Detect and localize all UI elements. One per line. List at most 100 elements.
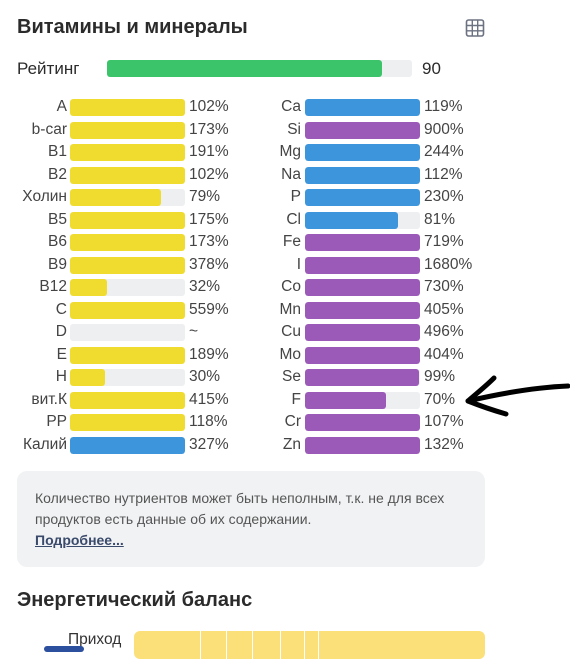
- nutrient-name: Mg: [279, 143, 301, 160]
- nutrient-bar: [70, 436, 185, 454]
- nutrient-percent: 189%: [189, 345, 229, 363]
- nutrient-bar-fill: [305, 144, 420, 161]
- nutrient-bar: [70, 414, 185, 431]
- nutrient-bar-fill: [305, 166, 420, 184]
- cut-off-label: [44, 646, 84, 652]
- income-bar-divider: [304, 631, 305, 659]
- nutrient-name: Co: [281, 278, 301, 295]
- nutrient-name: Cl: [286, 210, 301, 228]
- nutrient-bar-fill: [305, 369, 419, 386]
- nutrient-name: Ca: [281, 98, 301, 115]
- nutrient-bar: [305, 414, 420, 431]
- nutrient-bar: [70, 144, 185, 161]
- nutrient-bar-fill: [305, 391, 386, 409]
- nutrient-bar-fill: [305, 301, 420, 319]
- nutrient-percent: 415%: [189, 390, 229, 408]
- nutrient-bar: [305, 301, 420, 319]
- nutrient-bar-fill: [70, 414, 185, 431]
- nutrient-bar-fill: [70, 99, 185, 116]
- nutrient-percent: 719%: [424, 233, 464, 250]
- nutrient-percent: 1680%: [424, 255, 473, 273]
- income-bar-divider: [280, 631, 281, 659]
- nutrient-percent: 378%: [189, 255, 229, 273]
- nutrient-bar: [305, 324, 420, 341]
- nutrient-name: Cr: [284, 413, 301, 430]
- nutrient-name: D: [55, 323, 67, 340]
- nutrient-bar-fill: [305, 99, 420, 116]
- nutrient-percent: 559%: [189, 300, 229, 318]
- nutrient-percent: 496%: [424, 323, 464, 340]
- nutrient-bar: [70, 279, 185, 296]
- nutrient-percent: 99%: [424, 368, 456, 385]
- nutrient-bar: [70, 346, 185, 364]
- nutrient-bar-fill: [70, 279, 107, 296]
- incomplete-data-note: Количество нутриентов может быть неполны…: [17, 471, 485, 567]
- nutrient-name: P: [290, 188, 301, 205]
- nutrient-bar-fill: [305, 211, 399, 229]
- income-bar-divider: [318, 631, 319, 659]
- nutrient-bar: [305, 256, 420, 274]
- nutrient-percent: 175%: [189, 210, 229, 228]
- more-info-link[interactable]: Подробнее...: [35, 532, 124, 548]
- nutrient-bar-fill: [70, 391, 185, 409]
- nutrient-percent: 230%: [424, 188, 464, 205]
- nutrient-percent: 79%: [189, 188, 221, 205]
- nutrient-bar: [70, 256, 185, 274]
- nutrient-name: B9: [48, 255, 67, 273]
- nutrient-percent: 107%: [424, 413, 464, 430]
- nutrient-bar-fill: [70, 121, 185, 139]
- nutrient-percent: 70%: [424, 390, 456, 408]
- nutrient-bar: [70, 189, 185, 206]
- nutrient-name: Fe: [282, 233, 301, 250]
- nutrient-bar-fill: [305, 256, 420, 274]
- nutrient-bar-fill: [70, 436, 185, 454]
- nutrient-name: C: [55, 300, 67, 318]
- nutrient-bar: [70, 99, 185, 116]
- nutrient-bar: [70, 301, 185, 319]
- nutrient-bar-fill: [70, 189, 161, 206]
- nutrient-percent: 244%: [424, 143, 464, 160]
- nutrient-percent: 102%: [189, 98, 229, 115]
- nutrient-name: Si: [287, 120, 301, 138]
- rating-value: 90: [422, 59, 441, 78]
- income-bar-divider: [200, 631, 201, 659]
- nutrient-bar: [305, 99, 420, 116]
- nutrient-name: PP: [46, 413, 67, 430]
- nutrient-percent: 173%: [189, 120, 229, 138]
- nutrient-name: Cu: [281, 323, 301, 340]
- nutrient-percent: 118%: [189, 413, 228, 430]
- nutrient-bar-fill: [305, 121, 420, 139]
- nutrient-name: B2: [48, 165, 67, 183]
- nutrient-bar: [305, 346, 420, 364]
- nutrient-bar-fill: [70, 234, 185, 251]
- hand-drawn-arrow-icon: [465, 375, 570, 417]
- income-label: Приход: [68, 631, 122, 648]
- table-grid-icon[interactable]: [465, 18, 485, 38]
- nutrient-bar: [70, 234, 185, 251]
- nutrient-name: Калий: [22, 435, 67, 453]
- nutrient-percent: 900%: [424, 120, 464, 138]
- nutrient-percent: 132%: [424, 435, 464, 453]
- nutrient-percent: 102%: [189, 165, 229, 183]
- nutrient-bar-fill: [305, 279, 420, 296]
- nutrient-name: B6: [48, 233, 67, 250]
- nutrient-bar: [70, 369, 185, 386]
- nutrient-name: Холин: [22, 188, 67, 205]
- nutrient-name: B1: [48, 143, 67, 160]
- nutrient-name: вит.К: [31, 390, 67, 408]
- nutrient-bar-fill: [305, 414, 420, 431]
- nutrient-bar-fill: [305, 189, 420, 206]
- nutrient-name: F: [291, 390, 301, 408]
- nutrient-bar: [305, 121, 420, 139]
- nutrient-bar: [305, 166, 420, 184]
- income-bar-divider: [226, 631, 227, 659]
- nutrient-name: H: [55, 368, 67, 385]
- nutrient-bar-fill: [70, 166, 185, 184]
- nutrient-name: Mn: [279, 300, 301, 318]
- nutrient-name: A: [56, 98, 67, 115]
- section-title-energy-balance: Энергетический баланс: [17, 589, 253, 611]
- rating-bar-fill: [107, 60, 382, 77]
- nutrient-percent: 191%: [189, 143, 229, 160]
- nutrient-percent: 173%: [189, 233, 229, 250]
- nutrient-bar: [70, 121, 185, 139]
